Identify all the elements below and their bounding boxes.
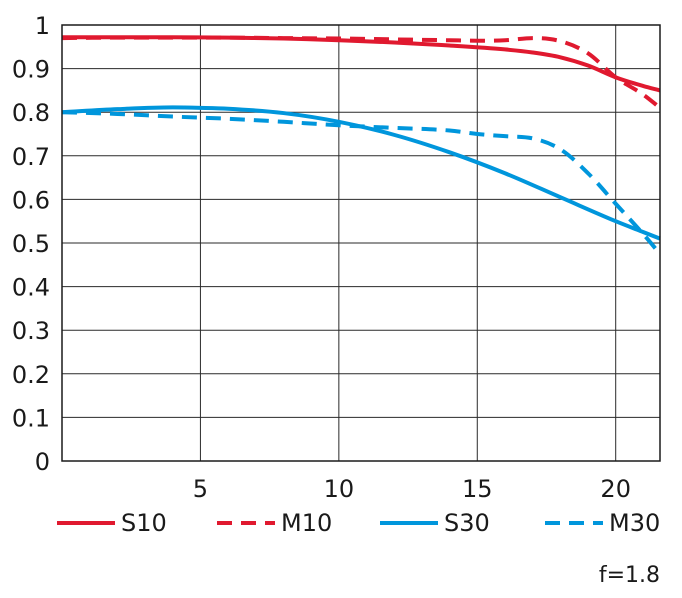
y-tick-label: 0.1: [12, 404, 50, 432]
legend-label: M30: [609, 509, 660, 537]
plot-frame: [61, 24, 661, 462]
y-tick-label: 0.2: [12, 361, 50, 389]
series-line-m30: [61, 110, 662, 256]
legend-label: S10: [121, 509, 167, 537]
x-tick-label: 5: [193, 475, 208, 503]
y-tick-label: 0.8: [12, 99, 50, 127]
x-tick-label: 10: [324, 475, 355, 503]
series-line-s30: [61, 105, 661, 241]
x-tick-label: 15: [462, 475, 493, 503]
grid: [62, 25, 660, 461]
x-tick-labels: 5 10 15 20: [193, 475, 631, 503]
y-tick-label: 0.5: [12, 230, 50, 258]
y-tick-label: 0.7: [12, 143, 50, 171]
legend-label: S30: [444, 509, 490, 537]
series-lines: [61, 35, 662, 256]
y-tick-label: 0.4: [12, 274, 50, 302]
legend-label: M10: [281, 509, 332, 537]
legend-item-s30: S30: [380, 509, 490, 537]
legend-item-m30: M30: [545, 509, 660, 537]
aperture-annotation: f=1.8: [599, 563, 660, 588]
y-tick-label: 0.9: [12, 56, 50, 84]
legend-item-s10: S10: [57, 509, 167, 537]
axes: [61, 24, 661, 462]
legend: S10 M10 S30 M30: [57, 509, 660, 537]
x-tick-label: 20: [600, 475, 631, 503]
y-tick-label: 1: [35, 12, 50, 40]
series-line-m10: [61, 35, 662, 110]
y-tick-labels: 0 0.1 0.2 0.3 0.4 0.5 0.6 0.7 0.8 0.9 1: [12, 12, 50, 476]
y-tick-label: 0.6: [12, 186, 50, 214]
y-tick-label: 0: [35, 448, 50, 476]
legend-item-m10: M10: [217, 509, 332, 537]
y-tick-label: 0.3: [12, 317, 50, 345]
